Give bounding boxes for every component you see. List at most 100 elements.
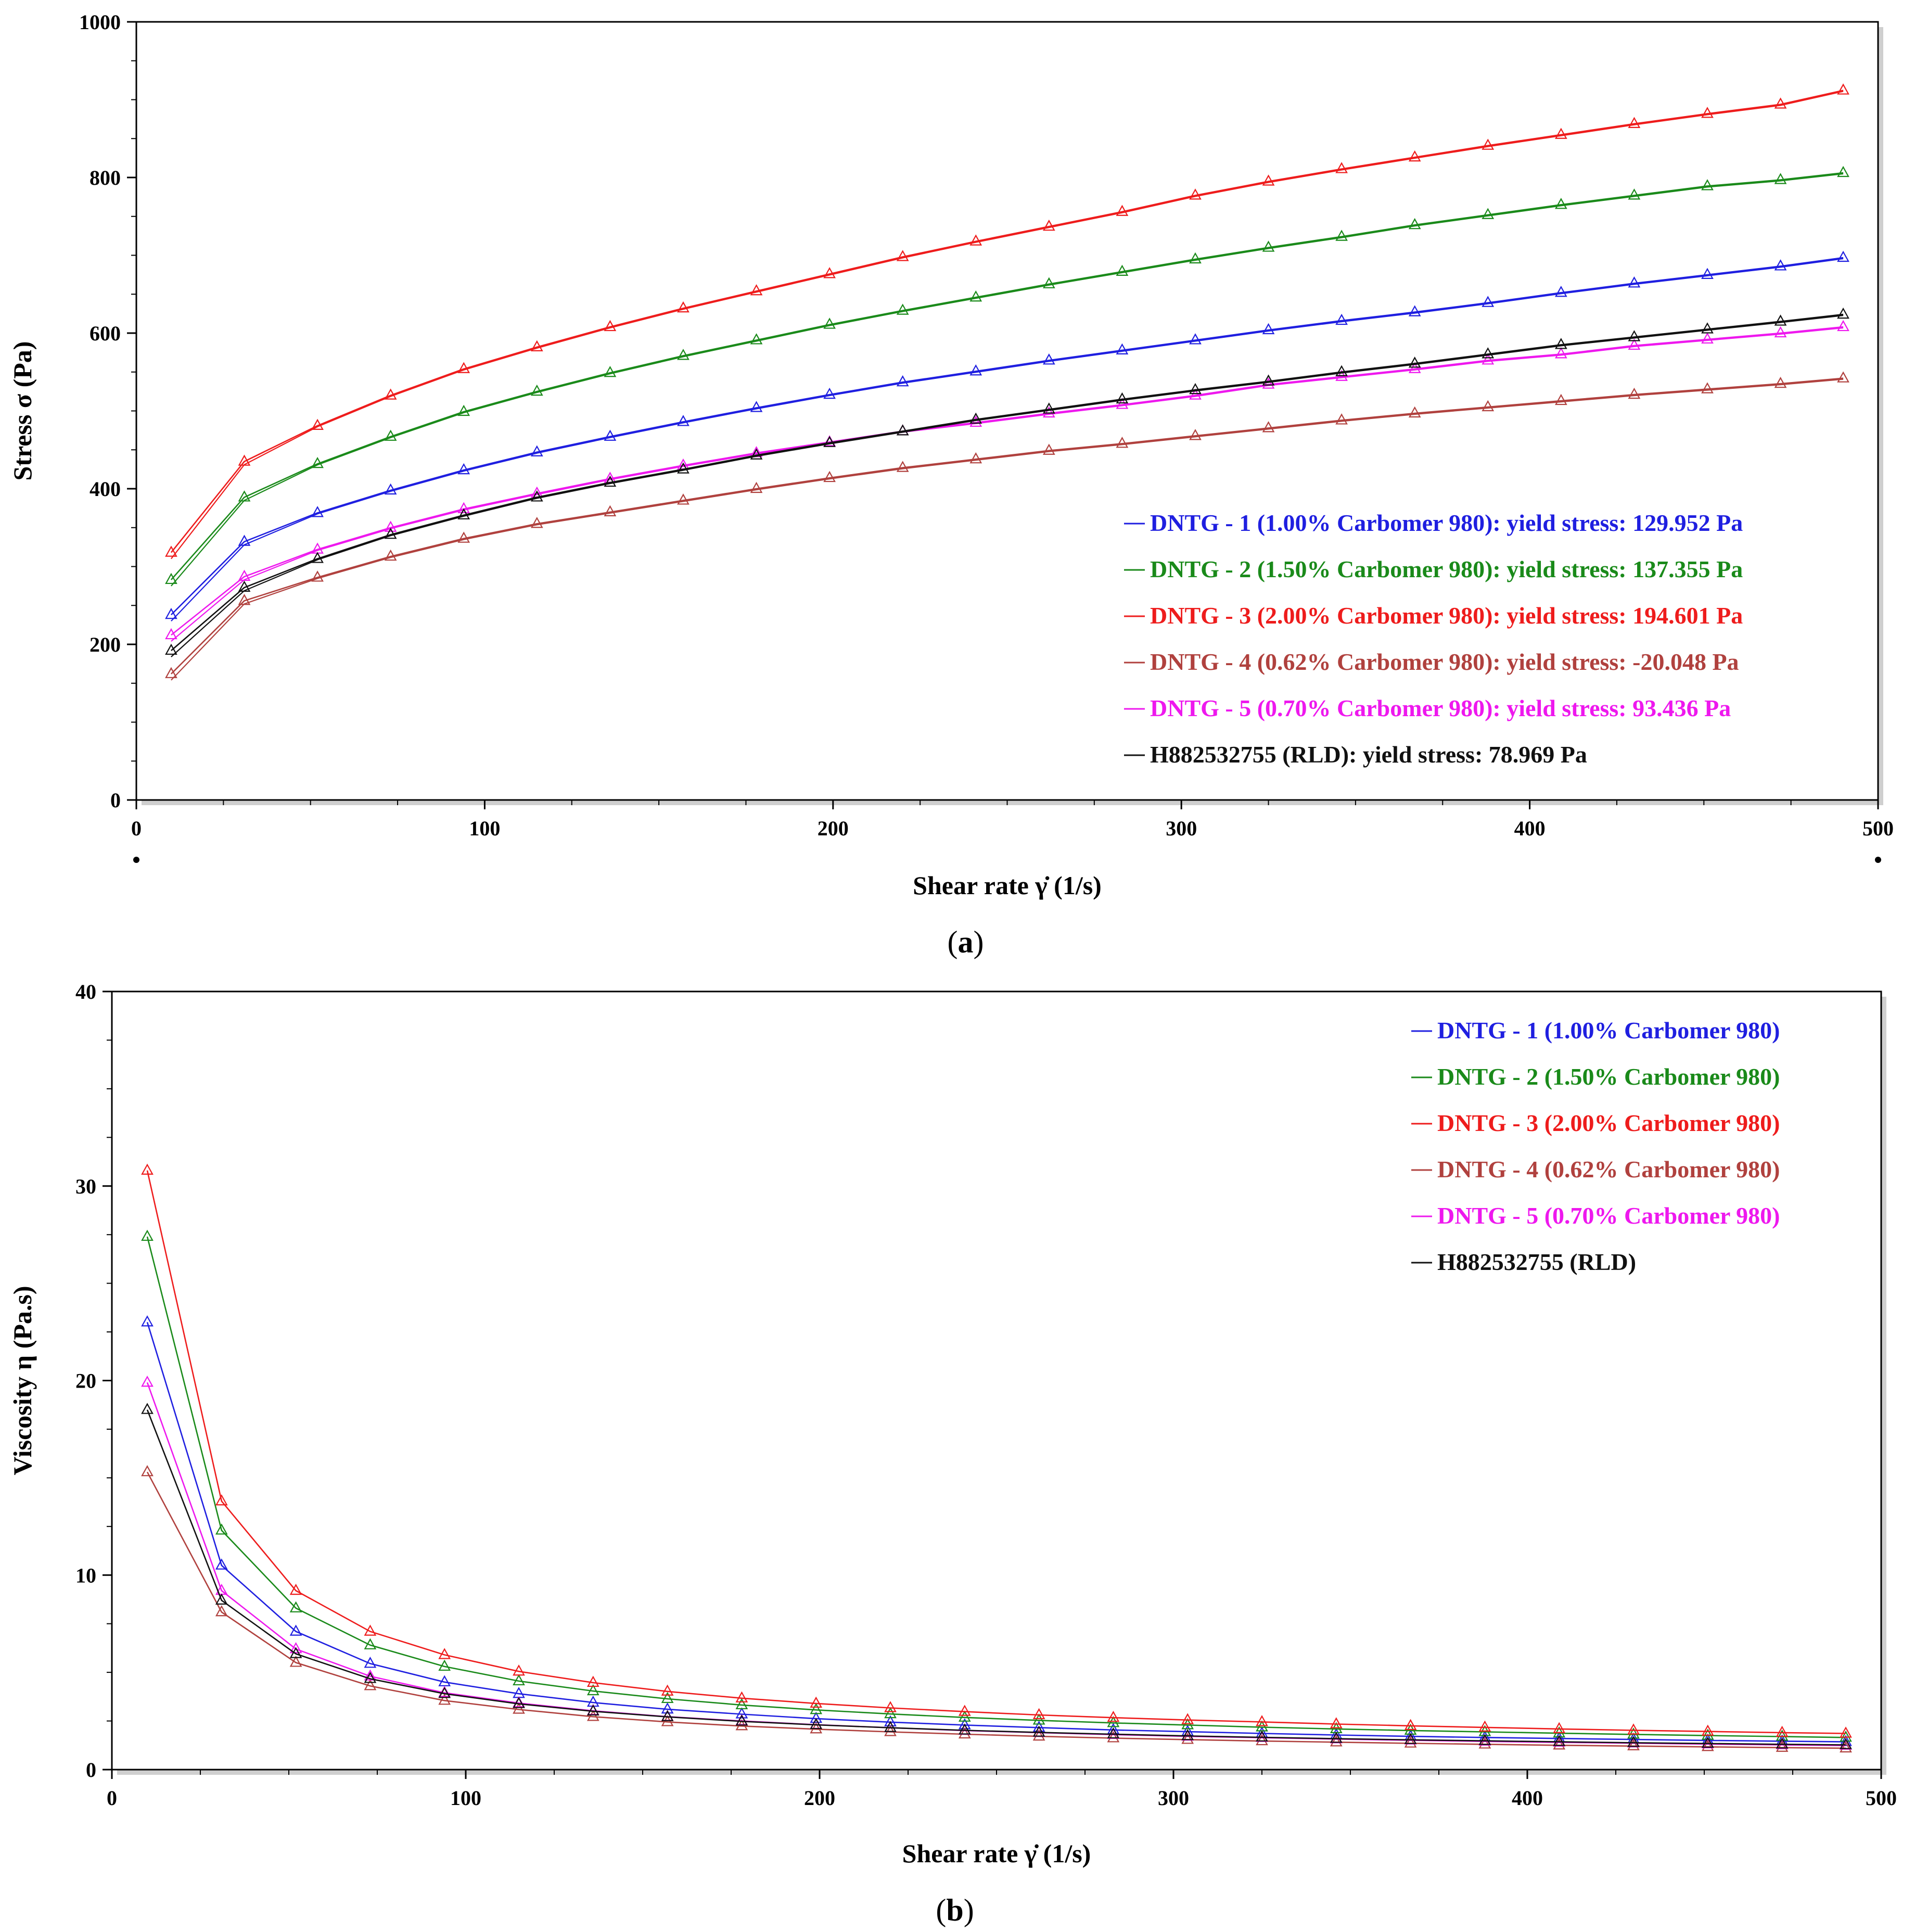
data-point [1554, 128, 1567, 139]
data-point [735, 1714, 748, 1726]
series-1: DNTG - 1 (1.00% Carbomer 980) [141, 1017, 1852, 1746]
data-point [823, 471, 836, 482]
legend-entry: DNTG - 4 (0.62% Carbomer 980) [1437, 1156, 1780, 1183]
panel-letter: b [946, 1893, 963, 1927]
data-point [969, 452, 982, 464]
x-axis-title: Shear rate γ̇ (1/s) [913, 871, 1102, 900]
series-line [146, 1236, 1846, 1738]
series-2: DNTG - 2 (1.50% Carbomer 980) [141, 1063, 1852, 1742]
data-point [384, 527, 397, 539]
data-point [1181, 1733, 1194, 1744]
data-point [364, 1638, 377, 1649]
data-point [457, 502, 470, 513]
data-point [661, 1702, 674, 1714]
data-point [1107, 1710, 1120, 1722]
data-point [215, 1523, 228, 1535]
data-point [750, 333, 763, 345]
data-point [1116, 264, 1129, 276]
series-4: DNTG - 4 (0.62% Carbomer 980) [141, 1156, 1852, 1752]
data-point [513, 1674, 525, 1686]
data-point [1840, 1731, 1852, 1742]
data-point [530, 445, 543, 456]
data-point [810, 1702, 823, 1714]
data-point [1032, 1708, 1045, 1720]
data-point [238, 490, 251, 502]
y-tick-label: 10 [75, 1564, 96, 1587]
data-point [215, 1593, 228, 1605]
data-point [1701, 1736, 1714, 1748]
data-point [1335, 230, 1348, 241]
data-point [823, 387, 836, 399]
data-point [311, 506, 324, 517]
data-point [1776, 1737, 1789, 1749]
data-point [969, 364, 982, 376]
legend-entry: DNTG - 3 (2.00% Carbomer 980) [1437, 1110, 1780, 1136]
data-point [438, 1648, 451, 1659]
data-point [1554, 347, 1567, 359]
data-point [677, 301, 690, 313]
data-point [215, 1558, 228, 1570]
data-point [1181, 1713, 1194, 1724]
data-point [1837, 371, 1849, 383]
data-point [823, 317, 836, 329]
data-point [165, 607, 177, 619]
y-axis-title: Stress σ (Pa) [8, 341, 37, 481]
data-point [1628, 188, 1641, 200]
legend-entry: H882532755 (RLD) [1437, 1249, 1636, 1275]
data-point [530, 517, 543, 528]
data-point [141, 1163, 154, 1175]
x-tick-label: 500 [1866, 1786, 1897, 1810]
data-point [384, 388, 397, 400]
data-point [1181, 1729, 1194, 1740]
data-point [141, 1315, 154, 1327]
panel-paren-open: ( [948, 925, 958, 959]
data-point [384, 520, 397, 532]
data-point [289, 1624, 302, 1636]
data-point [238, 569, 251, 581]
data-point [1701, 107, 1714, 118]
data-point [1774, 376, 1787, 388]
data-point [958, 1727, 971, 1739]
x-tick-label: 200 [804, 1786, 835, 1810]
data-point [364, 1679, 377, 1690]
legend-entry: DNTG - 3 (2.00% Carbomer 980): yield str… [1150, 602, 1743, 629]
data-point [810, 1696, 823, 1708]
data-point [364, 1657, 377, 1668]
data-point [165, 628, 177, 640]
legend-entry: DNTG - 2 (1.50% Carbomer 980): yield str… [1150, 556, 1743, 582]
y-tick-label: 1000 [79, 10, 121, 34]
data-point [750, 401, 763, 412]
data-point [1482, 353, 1495, 365]
data-point [238, 454, 251, 466]
series-line [170, 377, 1844, 675]
data-point [1837, 307, 1849, 319]
data-point [1840, 1738, 1852, 1749]
data-point [884, 1725, 897, 1736]
data-point [311, 552, 324, 563]
data-point [969, 290, 982, 302]
series-3: DNTG - 3 (2.00% Carbomer 980): yield str… [165, 83, 1849, 629]
data-point [969, 415, 982, 427]
data-point [810, 1718, 823, 1730]
series-1: DNTG - 1 (1.00% Carbomer 980): yield str… [165, 250, 1849, 621]
data-point [513, 1702, 525, 1714]
data-point [1701, 1724, 1714, 1736]
series-line [146, 1322, 1846, 1743]
data-point [1262, 174, 1275, 186]
data-point [141, 1465, 154, 1477]
data-point [1116, 343, 1129, 354]
data-point [1116, 437, 1129, 448]
x-tick-label: 0 [107, 1786, 117, 1810]
y-tick-label: 40 [75, 980, 96, 1003]
data-point [586, 1684, 599, 1696]
data-point [1554, 198, 1567, 209]
legend-entry: H882532755 (RLD): yield stress: 78.969 P… [1150, 741, 1587, 768]
x-tick-label: 300 [1158, 1786, 1189, 1810]
data-point [969, 412, 982, 424]
data-point [677, 493, 690, 505]
data-point [896, 424, 909, 436]
panel-label: (b) [936, 1893, 974, 1927]
data-point [735, 1707, 748, 1719]
data-point [1189, 252, 1202, 264]
y-tick-label: 20 [75, 1369, 96, 1393]
